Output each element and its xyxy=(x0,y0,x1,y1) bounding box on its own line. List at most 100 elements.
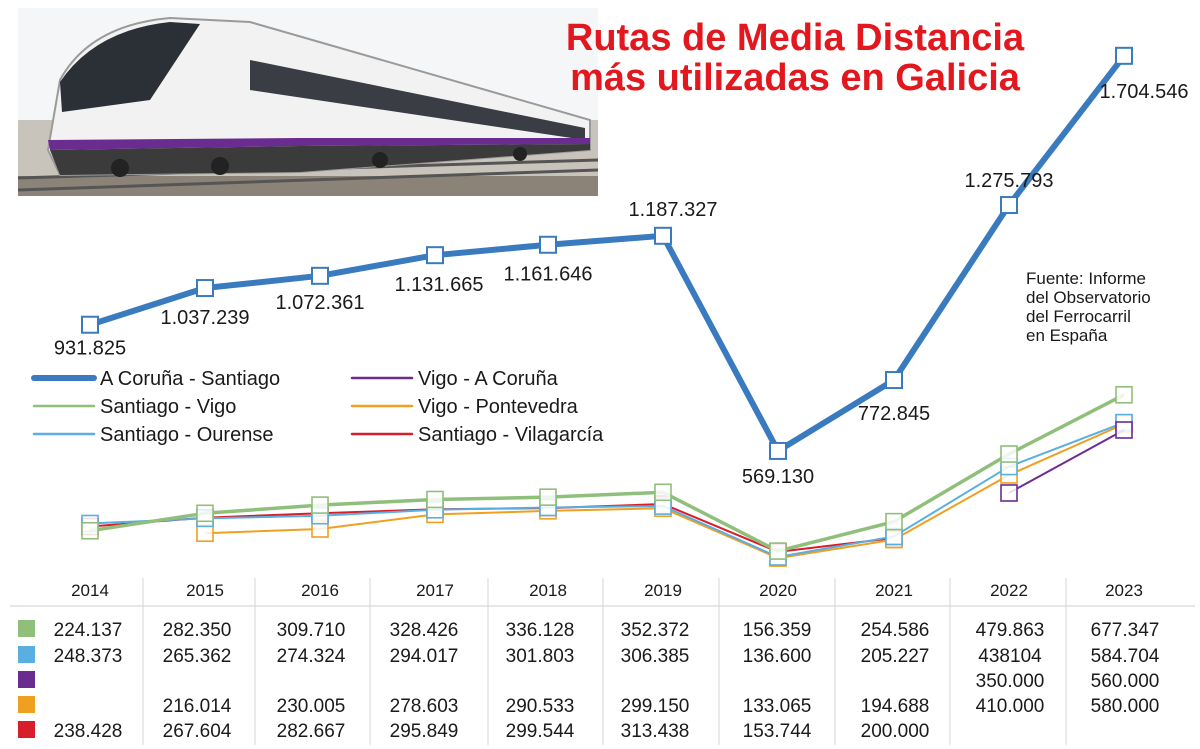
main-label-2022: 1.275.793 xyxy=(965,170,1054,192)
year-label-2017: 2017 xyxy=(416,581,454,600)
minor-point-0-2015 xyxy=(196,504,214,523)
year-label-2015: 2015 xyxy=(186,581,224,600)
table-cell-4-2020: 153.744 xyxy=(743,721,812,742)
table-cell-3-2019: 299.150 xyxy=(621,696,690,717)
legend-label-4: Vigo - Pontevedra xyxy=(418,396,579,418)
title-line-1: más utilizadas en Galicia xyxy=(570,57,1021,99)
year-label-2016: 2016 xyxy=(301,581,339,600)
main-point-2023 xyxy=(1115,46,1133,65)
source-line-0: Fuente: Informe xyxy=(1026,269,1146,288)
table-cell-3-2016: 230.005 xyxy=(277,696,346,717)
year-label-2014: 2014 xyxy=(71,581,109,600)
minor-point-0-2019 xyxy=(654,483,672,502)
minor-line-2-0 xyxy=(1008,429,1125,494)
year-label-2020: 2020 xyxy=(759,581,797,600)
main-point-2016 xyxy=(311,266,329,285)
table-cell-4-2015: 267.604 xyxy=(163,721,232,742)
table-cell-1-2017: 294.017 xyxy=(390,646,459,667)
table-cell-0-2016: 309.710 xyxy=(277,620,346,641)
table-cell-3-2020: 133.065 xyxy=(743,696,812,717)
main-series: 931.825 1.037.239 1.072.361 1.131.665 1.161.… xyxy=(54,46,1189,488)
table-cell-0-2017: 328.426 xyxy=(390,620,459,641)
table-swatch-3 xyxy=(18,696,35,713)
minor-point-0-2014 xyxy=(81,521,99,540)
main-point-2015 xyxy=(196,279,214,298)
main-label-2016: 1.072.361 xyxy=(276,292,365,314)
table-cell-0-2018: 336.128 xyxy=(506,620,575,641)
table-cell-1-2015: 265.362 xyxy=(163,646,232,667)
table-cell-4-2021: 200.000 xyxy=(861,721,930,742)
main-point-2022 xyxy=(1000,196,1018,215)
table-cell-1-2018: 301.803 xyxy=(506,646,575,667)
table-swatch-2 xyxy=(18,671,35,688)
minor-point-0-2022 xyxy=(1000,445,1018,463)
year-label-2022: 2022 xyxy=(990,581,1028,600)
table-cell-3-2015: 216.014 xyxy=(163,696,232,717)
year-label-2019: 2019 xyxy=(644,581,682,600)
minor-point-2-2022 xyxy=(1000,484,1018,502)
minor-series xyxy=(81,385,1133,567)
main-label-2018: 1.161.646 xyxy=(504,264,593,286)
main-point-2017 xyxy=(426,246,444,265)
table-cell-4-2018: 299.544 xyxy=(506,721,575,742)
legend-label-1: Santiago - Vigo xyxy=(100,396,236,418)
table-cell-1-2023: 584.704 xyxy=(1091,646,1160,667)
minor-point-0-2017 xyxy=(426,490,444,509)
table-cell-0-2020: 156.359 xyxy=(743,620,812,641)
table-cell-2-2022: 350.000 xyxy=(976,671,1045,692)
main-label-2023: 1.704.546 xyxy=(1100,81,1189,103)
minor-line-1-0 xyxy=(89,421,1125,559)
table-swatch-4 xyxy=(18,721,35,738)
train-photo xyxy=(17,8,599,196)
minor-point-0-2021 xyxy=(885,512,903,531)
table-cell-3-2021: 194.688 xyxy=(861,696,930,717)
table-cell-1-2020: 136.600 xyxy=(743,646,812,667)
x-axis-labels: 2014 2015 2016 2017 2018 2019 2020 2021 2022 2023 xyxy=(71,581,1143,600)
legend-label-3: Vigo - A Coruña xyxy=(418,368,559,390)
source-line-3: en España xyxy=(1026,326,1108,345)
table-cell-0-2014: 224.137 xyxy=(54,620,123,641)
legend-label-0: A Coruña - Santiago xyxy=(100,368,280,390)
table-cell-4-2014: 238.428 xyxy=(54,721,123,742)
minor-point-0-2016 xyxy=(311,496,329,514)
table-cell-0-2021: 254.586 xyxy=(861,620,930,641)
source-line-1: del Observatorio xyxy=(1026,288,1151,307)
series-line-a-coruna-santiago xyxy=(89,53,1127,454)
source-line-2: del Ferrocarril xyxy=(1026,307,1131,326)
table-cell-0-2015: 282.350 xyxy=(163,620,232,641)
data-table: 224.137 282.350 309.710 328.426 336.128 352.3… xyxy=(10,578,1195,745)
minor-line-0-0 xyxy=(89,393,1125,553)
table-swatch-1 xyxy=(18,646,35,663)
main-point-2014 xyxy=(81,315,99,334)
table-cell-3-2023: 580.000 xyxy=(1091,696,1160,717)
table-cell-3-2022: 410.000 xyxy=(976,696,1045,717)
main-label-2019: 1.187.327 xyxy=(629,199,718,221)
main-label-2021: 772.845 xyxy=(858,403,930,425)
minor-point-1-2021 xyxy=(885,527,903,546)
table-cell-3-2017: 278.603 xyxy=(390,696,459,717)
main-point-2018 xyxy=(539,235,557,254)
table-cell-4-2017: 295.849 xyxy=(390,721,459,742)
minor-point-0-2020 xyxy=(769,542,787,560)
year-label-2021: 2021 xyxy=(875,581,913,600)
legend-label-2: Santiago - Ourense xyxy=(100,424,273,446)
main-point-2021 xyxy=(885,371,903,390)
main-label-2015: 1.037.239 xyxy=(161,307,250,329)
table-cell-1-2014: 248.373 xyxy=(54,646,123,667)
year-label-2018: 2018 xyxy=(529,581,567,600)
table-cell-2-2023: 560.000 xyxy=(1091,671,1160,692)
table-cell-4-2016: 282.667 xyxy=(277,721,346,742)
main-label-2020: 569.130 xyxy=(742,466,814,488)
table-cell-0-2019: 352.372 xyxy=(621,620,690,641)
table-swatch-0 xyxy=(18,620,35,637)
table-cell-1-2016: 274.324 xyxy=(277,646,346,667)
main-label-2014: 931.825 xyxy=(54,338,126,360)
table-cell-1-2019: 306.385 xyxy=(621,646,690,667)
main-point-2019 xyxy=(654,226,672,245)
minor-point-0-2018 xyxy=(539,488,557,506)
year-label-2023: 2023 xyxy=(1105,581,1143,600)
minor-point-2-2023 xyxy=(1115,421,1133,439)
